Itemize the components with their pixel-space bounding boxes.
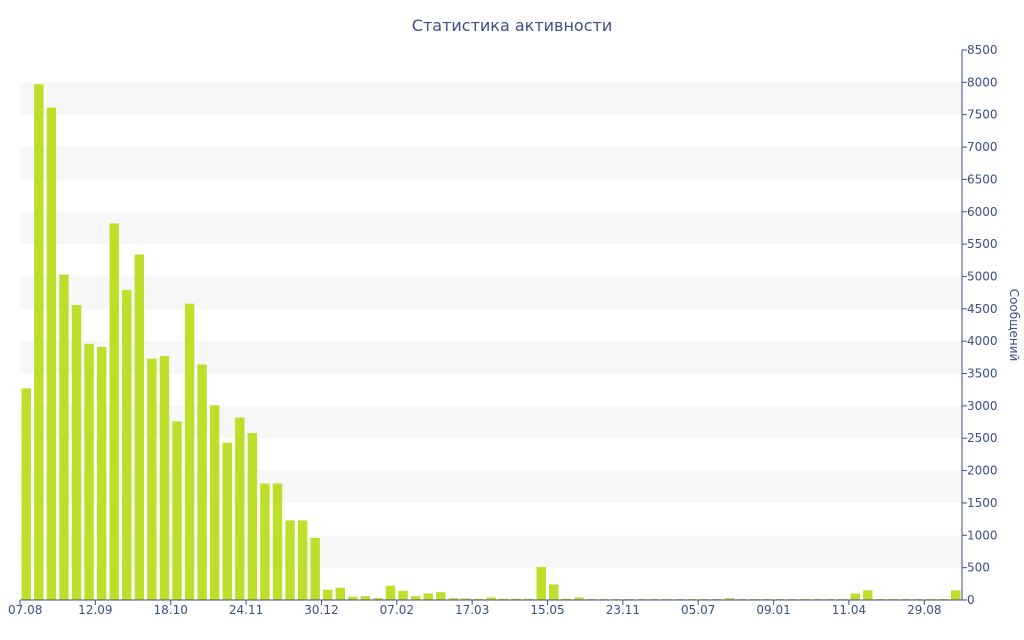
bar xyxy=(84,343,94,600)
grid-band xyxy=(20,341,962,374)
bar xyxy=(235,417,245,600)
y-tick-label: 3000 xyxy=(967,399,998,413)
bar xyxy=(373,598,383,600)
bar xyxy=(59,274,69,600)
bar xyxy=(134,254,145,600)
bar xyxy=(260,483,270,600)
y-tick-label: 1500 xyxy=(967,496,998,510)
chart-title: Статистика активности xyxy=(412,16,612,35)
x-tick-label: 30.12 xyxy=(304,603,338,617)
x-tick-label: 07.08 xyxy=(8,603,42,617)
bar xyxy=(436,592,446,600)
bar xyxy=(511,598,521,600)
y-tick-label: 0 xyxy=(967,593,975,607)
x-tick-label: 09.01 xyxy=(756,603,790,617)
y-tick-label: 6500 xyxy=(967,172,998,186)
bar-series xyxy=(21,84,961,601)
bar xyxy=(122,290,132,600)
x-tick-label: 24.11 xyxy=(229,603,263,617)
bar xyxy=(34,84,44,601)
x-tick-label: 12.09 xyxy=(78,603,112,617)
y-tick-label: 6000 xyxy=(967,205,998,219)
x-tick-label: 07.02 xyxy=(380,603,414,617)
x-tick-label: 11.04 xyxy=(832,603,866,617)
bar xyxy=(209,405,220,600)
bar xyxy=(360,596,371,600)
x-axis-ticks: 07.08 12.09 18.10 24.11 30.12 07.02 17.03 15.05… xyxy=(8,600,941,617)
y-tick-label: 5500 xyxy=(967,237,998,251)
x-tick-label: 23.11 xyxy=(606,603,640,617)
x-tick-label: 29.08 xyxy=(907,603,941,617)
bar xyxy=(574,597,584,600)
y-axis-ticks: 0 500 1000 1500 2000 2500 3000 3500 4000 4500 5000… xyxy=(962,43,998,607)
bar xyxy=(335,587,345,600)
bar xyxy=(423,593,433,600)
bar xyxy=(247,433,258,600)
bar xyxy=(285,520,295,600)
y-tick-label: 7500 xyxy=(967,108,998,122)
x-tick-label: 15.05 xyxy=(530,603,564,617)
bar xyxy=(147,358,157,600)
bar xyxy=(951,590,961,600)
bar xyxy=(323,589,333,600)
bar xyxy=(863,590,873,600)
y-tick-label: 4500 xyxy=(967,302,998,316)
grid-bands xyxy=(20,82,962,568)
bar xyxy=(398,590,408,600)
bar xyxy=(850,593,860,600)
bar xyxy=(159,356,170,600)
bar xyxy=(473,598,484,600)
y-tick-label: 8500 xyxy=(967,43,998,57)
bar xyxy=(96,347,107,600)
bar xyxy=(71,304,82,600)
y-tick-label: 7000 xyxy=(967,140,998,154)
bar xyxy=(448,598,459,600)
bar xyxy=(297,520,308,600)
bar xyxy=(410,596,421,600)
y-tick-label: 8000 xyxy=(967,75,998,89)
bar xyxy=(46,107,57,600)
bar xyxy=(272,483,283,600)
bar xyxy=(461,598,471,600)
bar xyxy=(21,388,31,600)
y-tick-label: 2000 xyxy=(967,464,998,478)
bar xyxy=(385,585,396,600)
grid-band xyxy=(20,147,962,180)
bar xyxy=(310,537,320,600)
bar xyxy=(222,442,232,600)
grid-band xyxy=(20,82,962,115)
bar xyxy=(724,598,735,600)
grid-band xyxy=(20,211,962,245)
x-tick-label: 18.10 xyxy=(154,603,188,617)
bar xyxy=(172,421,182,600)
bar xyxy=(348,596,358,600)
grid-band xyxy=(20,276,962,309)
y-axis-label: Сообщений xyxy=(1007,289,1021,362)
x-tick-label: 05.07 xyxy=(681,603,715,617)
bar xyxy=(197,364,207,600)
bar xyxy=(523,598,534,600)
bar xyxy=(561,598,572,600)
y-tick-label: 500 xyxy=(967,561,990,575)
x-tick-label: 17.03 xyxy=(455,603,489,617)
y-tick-label: 2500 xyxy=(967,431,998,445)
bar xyxy=(486,597,496,600)
bar xyxy=(109,223,119,600)
bar xyxy=(536,567,546,600)
y-tick-label: 4000 xyxy=(967,334,998,348)
bar xyxy=(184,303,195,600)
bar xyxy=(498,598,509,600)
y-tick-label: 3500 xyxy=(967,367,998,381)
bar xyxy=(549,584,559,600)
y-tick-label: 5000 xyxy=(967,269,998,283)
y-tick-label: 1000 xyxy=(967,528,998,542)
